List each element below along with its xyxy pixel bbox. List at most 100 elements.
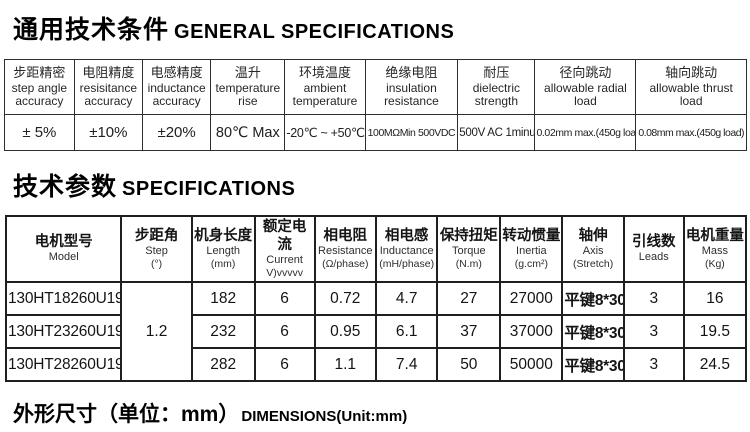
general-table-header-row: 步距精密 step angle accuracy 电阻精度 resisitanc… <box>4 59 747 115</box>
value-ambient-temperature: -20℃ ~ +50℃ <box>284 114 366 151</box>
general-specs-title-en: GENERAL SPECIFICATIONS <box>174 21 455 43</box>
value-temperature-rise: 80℃ Max <box>210 114 286 151</box>
header-cell-dielectric-strength: 耐压 dielectric strength <box>457 59 536 115</box>
header-zh: 绝缘电阻 <box>385 65 438 81</box>
header-cell-inertia: 转动惯量 Inertia (g.cm²) <box>499 214 564 284</box>
cell-inertia: 27000 <box>499 281 564 317</box>
header-zh: 电阻精度 <box>82 65 135 81</box>
header-unit: V)vvvvv <box>266 267 303 280</box>
value-radial-runout: 0.02mm max.(450g load) <box>534 114 637 151</box>
header-en: insulation resistance <box>384 80 439 109</box>
header-zh: 径向跳动 <box>559 65 612 81</box>
header-en: Model <box>48 251 79 264</box>
header-unit: (g.cm²) <box>514 258 548 271</box>
header-cell-torque: 保持扭矩 Torque (N.m) <box>436 214 502 284</box>
general-table-values-row: ± 5% ±10% ±20% 80℃ Max -20℃ ~ +50℃ 100MΩ… <box>4 114 747 151</box>
header-unit: (mm) <box>210 258 236 271</box>
header-en: temperature rise <box>215 80 281 109</box>
cell-axis: 平键8*30 <box>561 314 625 350</box>
header-cell-axial-runout: 轴向跳动 allowable thrust load <box>635 59 747 115</box>
header-cell-resistance-accuracy: 电阻精度 resisitance accuracy <box>73 59 143 115</box>
header-cell-insulation-resistance: 绝缘电阻 insulation resistance <box>364 59 459 115</box>
cell-length: 182 <box>190 281 256 317</box>
header-cell-mass: 电机重量 Mass (Kg) <box>682 214 748 284</box>
value-axial-runout: 0.08mm max.(450g load) <box>635 114 747 151</box>
cell-model: 130HT18260U19-45 <box>4 281 123 317</box>
header-zh: 转动惯量 <box>502 228 561 245</box>
value-insulation-resistance: 100MΩMin 500VDC <box>364 114 459 151</box>
header-zh: 步距精密 <box>13 65 66 81</box>
header-zh: 耐压 <box>483 65 510 81</box>
header-cell-current: 额定电流 Current V)vvvvv <box>253 214 316 284</box>
header-en: Length <box>206 245 240 258</box>
header-zh: 电机重量 <box>685 228 744 245</box>
dimensions-title-zh: 外形尺寸（单位：mm） <box>13 403 240 427</box>
cell-axis: 平键8*30 <box>561 281 625 317</box>
header-zh: 步距角 <box>134 228 179 245</box>
header-en: resisitance accuracy <box>79 80 138 109</box>
general-specifications-table: 步距精密 step angle accuracy 电阻精度 resisitanc… <box>4 59 747 151</box>
header-zh: 轴伸 <box>578 228 608 245</box>
cell-length: 232 <box>190 314 256 350</box>
header-cell-resistance: 相电阻 Resistance (Ω/phase) <box>313 214 377 284</box>
cell-leads: 3 <box>622 347 685 383</box>
header-en: dielectric strength <box>472 80 521 109</box>
header-cell-inductance: 相电感 Inductance (mH/phase) <box>374 214 439 284</box>
header-cell-ambient-temperature: 环境温度 ambient temperature <box>284 59 366 115</box>
header-unit: (Ω/phase) <box>322 258 369 271</box>
dimensions-title: 外形尺寸（单位：mm） DIMENSIONS(Unit:mm) <box>3 398 747 428</box>
spec-table-row: 130HT18260U19-45 1.2 182 6 0.72 4.7 27 2… <box>4 281 748 383</box>
specifications-title: 技术参数 SPECIFICATIONS <box>3 167 747 203</box>
header-en: Mass <box>701 245 729 258</box>
header-unit: (Stretch) <box>572 258 614 271</box>
header-unit: (N.m) <box>455 258 482 271</box>
header-en: Inductance <box>379 245 434 258</box>
header-zh: 机身长度 <box>194 228 253 245</box>
header-en: inductance accuracy <box>147 80 206 109</box>
cell-inductance: 6.1 <box>374 314 439 350</box>
cell-resistance: 1.1 <box>313 347 377 383</box>
header-cell-step-angle-accuracy: 步距精密 step angle accuracy <box>4 59 75 115</box>
value-step-angle-accuracy: ± 5% <box>4 114 75 151</box>
header-zh: 环境温度 <box>298 65 351 81</box>
cell-resistance: 0.72 <box>313 281 377 317</box>
header-zh: 电机型号 <box>34 234 93 251</box>
specifications-table: 电机型号 Model 步距角 Step (°) 机身长度 Length (mm)… <box>4 214 748 383</box>
spec-table-row: 130HT23260U19-45 232 6 0.95 6.1 37 37000… <box>4 314 748 350</box>
header-cell-temperature-rise: 温升 temperature rise <box>210 59 286 115</box>
header-en: Axis <box>582 245 604 258</box>
spec-table-row: 130HT28260U19-45 282 6 1.1 7.4 50 50000 … <box>4 347 748 383</box>
header-en: Step <box>145 245 168 258</box>
header-zh: 保持扭矩 <box>439 228 498 245</box>
header-en: Torque <box>452 245 486 258</box>
header-cell-axis: 轴伸 Axis (Stretch) <box>561 214 625 284</box>
cell-leads: 3 <box>622 314 685 350</box>
general-specs-title-zh: 通用技术条件 <box>13 16 170 44</box>
header-zh: 温升 <box>234 65 261 81</box>
header-en: step angle accuracy <box>11 80 68 109</box>
value-dielectric-strength: 500V AC 1minute <box>457 114 536 151</box>
cell-step-angle: 1.2 <box>120 281 193 383</box>
dimensions-title-en: DIMENSIONS(Unit:mm) <box>241 408 408 426</box>
header-en: allowable radial load <box>544 80 627 109</box>
cell-resistance: 0.95 <box>313 314 377 350</box>
cell-torque: 37 <box>436 314 502 350</box>
value-inductance-accuracy: ±20% <box>141 114 212 151</box>
cell-axis: 平键8*30 <box>561 347 625 383</box>
header-en: Resistance <box>318 245 373 258</box>
cell-current: 6 <box>253 347 316 383</box>
cell-inductance: 7.4 <box>374 347 439 383</box>
specifications-title-zh: 技术参数 <box>13 173 118 201</box>
cell-mass: 16 <box>682 281 748 317</box>
header-unit: (Kg) <box>704 258 725 271</box>
header-unit: (°) <box>150 258 163 271</box>
cell-current: 6 <box>253 281 316 317</box>
header-cell-length: 机身长度 Length (mm) <box>190 214 256 284</box>
header-en: Current <box>266 254 303 267</box>
cell-inertia: 50000 <box>499 347 564 383</box>
cell-current: 6 <box>253 314 316 350</box>
header-cell-inductance-accuracy: 电感精度 inductance accuracy <box>141 59 212 115</box>
header-cell-leads: 引线数 Leads <box>622 214 685 284</box>
header-en: ambient temperature <box>292 80 358 109</box>
